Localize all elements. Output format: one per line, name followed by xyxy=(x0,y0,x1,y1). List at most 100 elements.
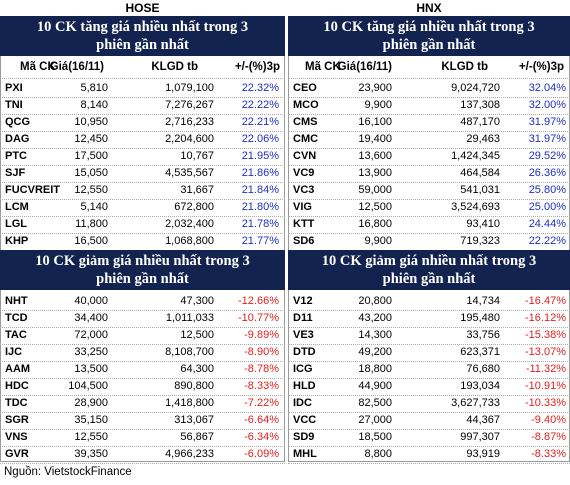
cell: 2,716,233 xyxy=(165,116,214,128)
cell: 40,000 xyxy=(74,295,108,307)
column-header: Mã CK xyxy=(305,61,341,73)
cell: 1,011,033 xyxy=(165,312,214,324)
cell: 104,500 xyxy=(68,380,108,392)
cell: 137,308 xyxy=(460,99,500,111)
row-separator xyxy=(288,182,570,183)
change-pct: 22.21% xyxy=(241,116,279,128)
cell: 9,024,720 xyxy=(451,82,500,94)
change-pct: 21.86% xyxy=(241,167,279,179)
cell: 20,800 xyxy=(358,295,392,307)
cell: 16,100 xyxy=(358,116,392,128)
row-separator xyxy=(288,148,570,149)
row-separator xyxy=(0,233,285,234)
change-pct: -6.64% xyxy=(244,414,279,426)
stock-code: VCC xyxy=(293,414,317,426)
cell: 18,800 xyxy=(358,363,392,375)
change-pct: 26.36% xyxy=(528,167,566,179)
cell: 890,800 xyxy=(174,380,214,392)
change-pct: 32.00% xyxy=(528,99,566,111)
row-separator xyxy=(0,199,285,200)
change-pct: 25.80% xyxy=(528,184,566,196)
row-separator xyxy=(288,395,570,396)
change-pct: 22.22% xyxy=(528,235,566,247)
cell: 19,400 xyxy=(358,133,392,145)
change-pct: 25.00% xyxy=(528,201,566,213)
row-separator xyxy=(288,310,570,311)
row-separator xyxy=(288,429,570,430)
cell: 49,200 xyxy=(358,346,392,358)
row-separator xyxy=(288,131,570,132)
cell: 11,800 xyxy=(75,218,108,230)
change-pct: -13.07% xyxy=(525,346,566,358)
row-separator xyxy=(288,446,570,447)
cell: 997,307 xyxy=(460,431,500,443)
section-title: 10 CK giảm giá nhiều nhất trong 3 phiên … xyxy=(0,250,285,290)
cell: 13,600 xyxy=(358,150,392,162)
cell: 719,323 xyxy=(460,235,500,247)
cell: 8,800 xyxy=(364,448,392,460)
column-header: KLGD tb xyxy=(151,61,198,73)
cell: 541,031 xyxy=(460,184,500,196)
cell: 1,418,800 xyxy=(165,397,214,409)
change-pct: 22.32% xyxy=(241,82,279,94)
cell: 44,900 xyxy=(358,380,392,392)
row-separator xyxy=(0,182,285,183)
change-pct: -11.32% xyxy=(525,363,566,375)
change-pct: 21.95% xyxy=(241,150,279,162)
change-pct: 21.84% xyxy=(241,184,279,196)
change-pct: -10.33% xyxy=(525,397,566,409)
column-header: Giá(16/11) xyxy=(337,61,392,73)
cell: 3,627,733 xyxy=(451,397,500,409)
cell: 39,350 xyxy=(74,448,108,460)
cell: 8,108,700 xyxy=(165,346,214,358)
change-pct: 24.44% xyxy=(528,218,566,230)
change-pct: 21.77% xyxy=(241,235,279,247)
change-pct: -16.12% xyxy=(525,312,566,324)
cell: 9,900 xyxy=(364,235,392,247)
row-separator xyxy=(288,165,570,166)
cell: 16,500 xyxy=(74,235,108,247)
cell: 1,079,100 xyxy=(165,82,214,94)
cell: 82,500 xyxy=(358,397,392,409)
stock-code: VIG xyxy=(293,201,312,213)
cell: 1,068,800 xyxy=(165,235,214,247)
row-separator xyxy=(288,361,570,362)
cell: 13,900 xyxy=(358,167,392,179)
stock-code: TNI xyxy=(5,99,23,111)
source: Nguồn: VietstockFinance xyxy=(4,466,132,478)
row-separator xyxy=(0,395,285,396)
section-title: 10 CK tăng giá nhiều nhất trong 3 phiên … xyxy=(288,16,570,56)
row-separator xyxy=(0,216,285,217)
cell: 672,800 xyxy=(174,201,214,213)
stock-code: TAC xyxy=(5,329,27,341)
row-separator xyxy=(288,216,570,217)
cell: 35,150 xyxy=(74,414,108,426)
change-pct: -9.40% xyxy=(531,414,566,426)
cell: 44,367 xyxy=(466,414,500,426)
row-separator xyxy=(288,78,570,79)
stock-code: NHT xyxy=(5,295,28,307)
change-pct: 32.04% xyxy=(528,82,566,94)
cell: 193,034 xyxy=(460,380,500,392)
cell: 72,000 xyxy=(74,329,108,341)
change-pct: -9.89% xyxy=(244,329,279,341)
stock-code: KHP xyxy=(5,235,29,247)
column-header: +/-(%)3p xyxy=(518,61,564,73)
row-separator xyxy=(288,412,570,413)
cell: 3,524,693 xyxy=(451,201,500,213)
stock-code: CMC xyxy=(293,133,319,145)
stock-code: CEO xyxy=(293,82,317,94)
cell: 487,170 xyxy=(460,116,500,128)
stock-code: TDC xyxy=(5,397,28,409)
change-pct: -7.22% xyxy=(244,397,279,409)
row-separator xyxy=(0,463,285,464)
cell: 33,250 xyxy=(74,346,108,358)
stock-code: SD6 xyxy=(293,235,315,247)
row-separator xyxy=(0,310,285,311)
row-separator xyxy=(0,165,285,166)
stock-code: CMS xyxy=(293,116,318,128)
stock-code: ICG xyxy=(293,363,313,375)
cell: 12,500 xyxy=(180,329,214,341)
row-separator xyxy=(0,344,285,345)
row-separator xyxy=(0,97,285,98)
